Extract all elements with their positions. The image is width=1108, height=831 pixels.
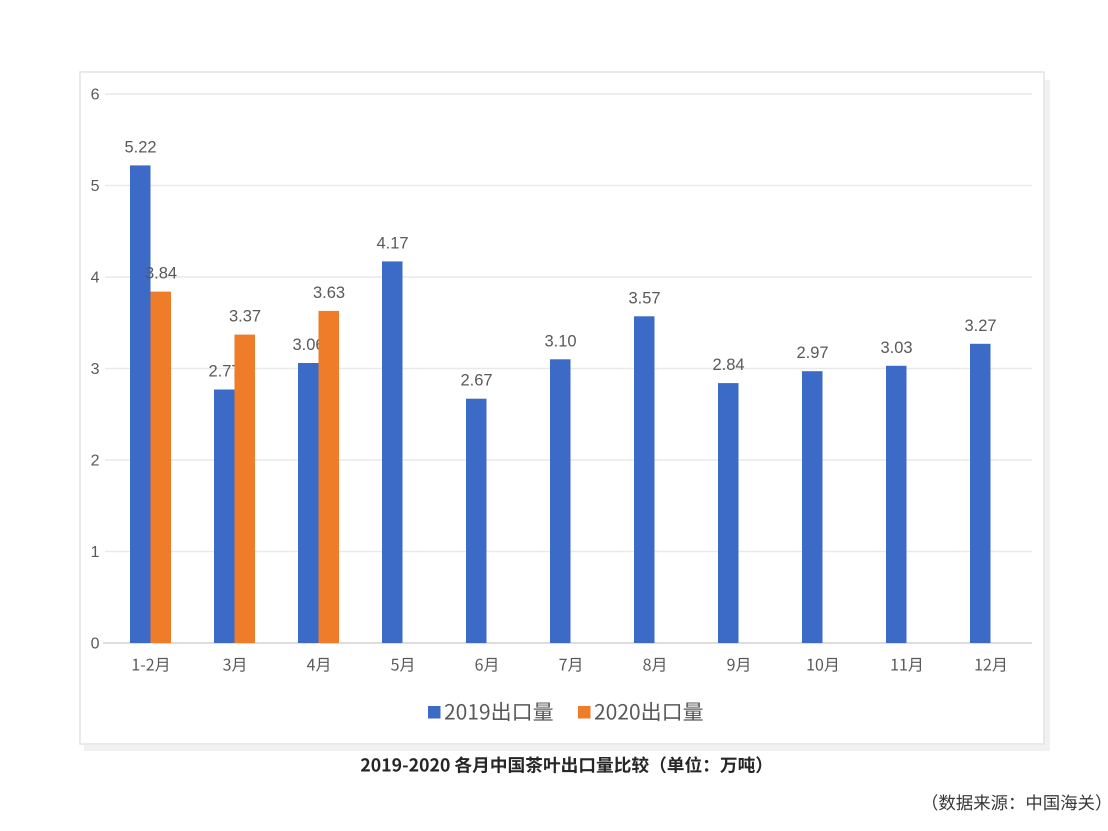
svg-text:2: 2	[91, 453, 100, 470]
svg-text:4.17: 4.17	[376, 234, 408, 252]
svg-text:6: 6	[91, 87, 100, 104]
svg-text:2.97: 2.97	[796, 344, 828, 362]
svg-text:3: 3	[91, 361, 100, 378]
svg-text:3.03: 3.03	[880, 339, 912, 357]
svg-text:3.10: 3.10	[544, 332, 576, 350]
svg-text:2.77: 2.77	[208, 363, 240, 381]
svg-text:2.84: 2.84	[712, 356, 744, 374]
svg-text:3.84: 3.84	[145, 265, 177, 283]
svg-text:3.57: 3.57	[628, 289, 660, 307]
svg-text:4: 4	[91, 270, 100, 287]
svg-text:5: 5	[91, 178, 100, 195]
svg-text:3.63: 3.63	[313, 284, 345, 302]
svg-text:3.27: 3.27	[964, 317, 996, 335]
svg-text:3.06: 3.06	[292, 336, 324, 354]
svg-text:2.67: 2.67	[460, 372, 492, 390]
svg-text:5.22: 5.22	[124, 138, 156, 156]
svg-text:1: 1	[91, 544, 100, 561]
svg-text:0: 0	[91, 636, 100, 653]
svg-text:3.37: 3.37	[229, 308, 261, 326]
